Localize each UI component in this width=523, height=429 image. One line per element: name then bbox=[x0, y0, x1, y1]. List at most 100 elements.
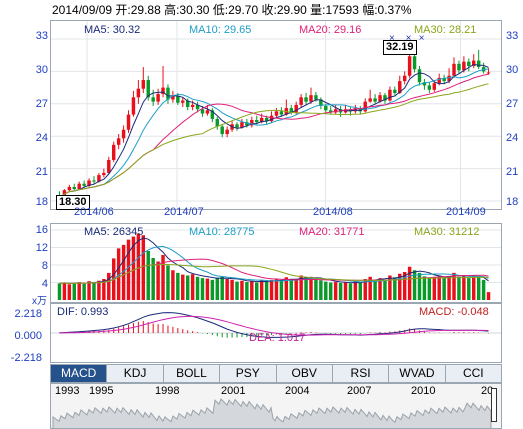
candle-body bbox=[136, 88, 141, 98]
volume-bar bbox=[284, 277, 289, 300]
volume-bar bbox=[467, 278, 471, 300]
candle-body bbox=[102, 172, 106, 176]
candle-body bbox=[151, 97, 155, 102]
volume-bar bbox=[166, 265, 170, 300]
volume-bar bbox=[299, 275, 303, 300]
volume-unit-label: x万 bbox=[32, 296, 47, 307]
volume-bar bbox=[215, 277, 220, 300]
candle-body bbox=[393, 89, 397, 93]
candle-body bbox=[250, 120, 254, 126]
price-ma10-label: MA10: 29.65 bbox=[189, 24, 252, 36]
candle-body bbox=[373, 98, 377, 102]
candle-body bbox=[417, 69, 422, 83]
event-marker: × bbox=[419, 33, 425, 44]
volume-ma30-label: MA30: 31212 bbox=[414, 226, 480, 238]
tab-kdj[interactable]: KDJ bbox=[107, 365, 164, 382]
volume-bar bbox=[255, 282, 259, 300]
candle-body bbox=[116, 138, 121, 145]
candle-body bbox=[299, 97, 303, 105]
candle-body bbox=[259, 117, 264, 123]
price-y-tick-right: 30 bbox=[506, 64, 519, 76]
volume-bar bbox=[274, 278, 279, 300]
candle-body bbox=[348, 109, 353, 112]
candle-body bbox=[472, 60, 476, 66]
candle-body bbox=[210, 110, 215, 119]
volume-bar bbox=[309, 276, 313, 300]
candle-body bbox=[225, 129, 229, 135]
candle-body bbox=[240, 122, 244, 128]
candle-body bbox=[442, 77, 446, 82]
volume-bar bbox=[264, 281, 269, 300]
volume-bar bbox=[378, 278, 382, 300]
volume-bar bbox=[102, 279, 106, 300]
year-navigator[interactable]: 1993 1995 1998 2001 2004 2007 2010 20 bbox=[50, 383, 502, 429]
volume-bar bbox=[116, 248, 121, 300]
tab-obv[interactable]: OBV bbox=[277, 365, 333, 382]
volume-bar bbox=[304, 278, 308, 300]
volume-chart bbox=[51, 229, 501, 300]
volume-bar bbox=[151, 258, 155, 300]
candle-body bbox=[185, 100, 190, 108]
candle-body bbox=[220, 126, 224, 135]
price-y-tick: 30 bbox=[35, 64, 48, 76]
macd-y-tick: 2.218 bbox=[14, 308, 42, 320]
date-x-tick: 2014/07 bbox=[164, 206, 204, 218]
volume-bar bbox=[422, 276, 427, 300]
volume-bar bbox=[314, 279, 318, 300]
volume-bar bbox=[195, 276, 200, 300]
candle-body bbox=[67, 186, 72, 191]
tab-rsi[interactable]: RSI bbox=[333, 365, 390, 382]
volume-ma30-line bbox=[59, 263, 489, 284]
candle-body bbox=[452, 63, 456, 76]
volume-bar bbox=[383, 280, 387, 300]
candle-body bbox=[205, 110, 210, 114]
volume-bar bbox=[328, 282, 333, 300]
volume-bar bbox=[452, 272, 456, 300]
candle-body bbox=[358, 108, 363, 112]
volume-bar bbox=[250, 281, 254, 300]
candle-body bbox=[314, 95, 318, 100]
history-area bbox=[52, 398, 492, 428]
candle-body bbox=[181, 100, 185, 103]
tab-boll[interactable]: BOLL bbox=[164, 365, 221, 382]
volume-bar bbox=[398, 273, 402, 300]
price-y-tick: 27 bbox=[35, 98, 48, 110]
volume-ma5-label: MA5: 26345 bbox=[84, 226, 144, 238]
dif-label: DIF: 0.993 bbox=[57, 306, 109, 318]
volume-bar bbox=[407, 266, 412, 300]
price-y-tick: 33 bbox=[35, 30, 48, 42]
volume-bar bbox=[462, 275, 466, 300]
volume-bar bbox=[156, 261, 160, 300]
tab-psy[interactable]: PSY bbox=[220, 365, 277, 382]
year-label: 2010 bbox=[411, 385, 436, 397]
candle-body bbox=[126, 114, 131, 130]
candle-body bbox=[467, 61, 471, 66]
volume-bar bbox=[185, 275, 190, 300]
volume-bar bbox=[190, 274, 195, 300]
tab-macd[interactable]: MACD bbox=[51, 365, 108, 382]
candle-body bbox=[92, 180, 96, 182]
candle-body bbox=[412, 56, 417, 70]
volume-bar bbox=[476, 277, 481, 300]
volume-bar bbox=[146, 251, 150, 300]
tab-cci[interactable]: CCI bbox=[462, 366, 484, 380]
range-handle[interactable] bbox=[491, 388, 497, 422]
volume-bar bbox=[141, 235, 146, 300]
dea-label: DEA: 1.017 bbox=[249, 332, 306, 344]
volume-bar bbox=[358, 282, 363, 300]
candle-body bbox=[437, 77, 441, 84]
volume-bar bbox=[77, 282, 81, 300]
candle-body bbox=[368, 98, 372, 102]
volume-bar bbox=[427, 278, 432, 300]
volume-bar bbox=[87, 281, 91, 300]
volume-bar bbox=[402, 272, 407, 300]
candle-body bbox=[462, 61, 466, 71]
volume-bar bbox=[259, 280, 264, 300]
year-label: 2004 bbox=[285, 385, 310, 397]
candle-body bbox=[264, 117, 269, 122]
candle-body bbox=[166, 87, 170, 100]
tab-wvad[interactable]: WVAD bbox=[389, 365, 446, 382]
price-y-tick-right: 18 bbox=[506, 196, 519, 208]
candle-body bbox=[304, 97, 308, 102]
candle-body bbox=[457, 63, 461, 71]
